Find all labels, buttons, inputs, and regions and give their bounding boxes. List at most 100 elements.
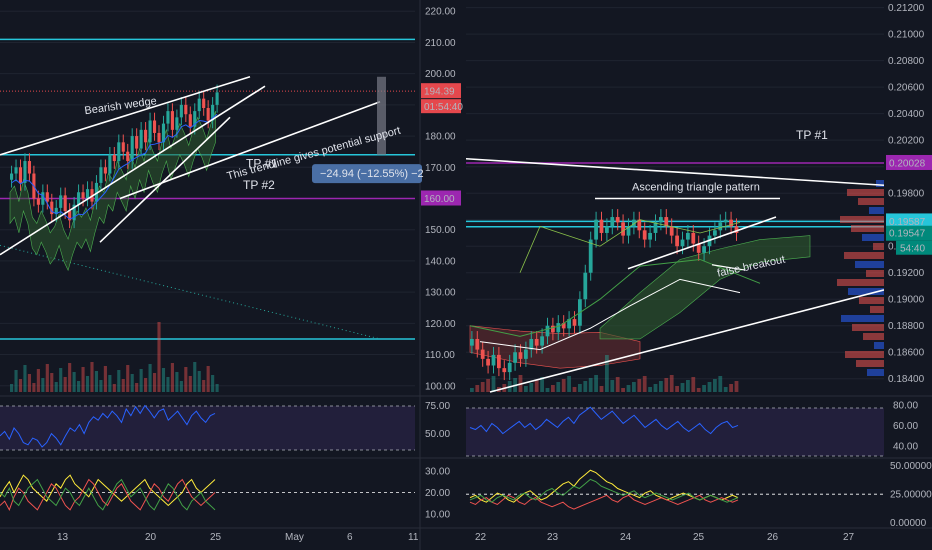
volume-profile-bar [852, 324, 884, 331]
volume-profile-bar [844, 252, 884, 259]
volume-bar [486, 379, 490, 392]
candle-body [723, 219, 728, 223]
volume-bar [696, 388, 701, 392]
x-tick-label: 26 [767, 532, 779, 543]
cyan-price-label-2: 0.19547 [889, 229, 926, 240]
candle-body [615, 217, 620, 223]
volume-bar [578, 384, 582, 392]
candle-body [626, 226, 631, 236]
volume-bar [18, 379, 23, 392]
candle-body [653, 222, 658, 233]
candle-body [718, 222, 723, 231]
candle-body [144, 129, 148, 143]
candle-body [486, 358, 490, 366]
volume-bar [32, 383, 36, 392]
level-160-label: 160.00 [424, 194, 455, 205]
volume-bar [63, 377, 67, 392]
volume-bar [718, 376, 723, 392]
volume-profile-bar [841, 315, 884, 322]
volume-bar [551, 385, 555, 392]
volume-bar [170, 363, 174, 392]
candle-body [81, 192, 85, 199]
volume-bar [112, 384, 116, 392]
candle-body [605, 226, 609, 233]
volume-bar [179, 381, 183, 392]
candle-body [184, 104, 188, 115]
volume-bar [524, 386, 528, 392]
volume-bar [599, 386, 604, 392]
rsi-tick-label: 40.00 [893, 441, 918, 452]
candle-body [103, 167, 107, 174]
cyan-price-badge-1 [886, 213, 932, 229]
measure-box [377, 76, 386, 155]
volume-profile-bar [855, 261, 884, 268]
volume-bar [723, 387, 728, 392]
volume-bar [72, 372, 76, 392]
volume-bar [556, 382, 561, 392]
dmi-tick-label: 30.00 [425, 466, 450, 477]
candle-body [713, 230, 717, 236]
volume-bar [534, 380, 539, 392]
y-tick-label: 0.21200 [888, 3, 925, 14]
candle-body [130, 136, 134, 162]
y-tick-label: 0.19200 [888, 268, 925, 279]
y-tick-label: 0.20400 [888, 109, 925, 120]
volume-bar [491, 376, 496, 392]
candle-body [572, 319, 577, 326]
left-chart-pane[interactable] [0, 38, 415, 512]
volume-bar [664, 378, 669, 392]
candle-body [691, 232, 696, 244]
volume-bar [561, 379, 566, 392]
x-tick-label: 6 [347, 532, 353, 543]
volume-bar [121, 379, 125, 392]
volume-bar [734, 381, 739, 392]
y-tick-label: 0.18600 [888, 348, 925, 359]
volume-bar [637, 379, 642, 392]
candle-body [197, 98, 201, 112]
candle-body [556, 323, 561, 333]
candle-body [179, 104, 183, 118]
x-tick-label: 27 [843, 532, 855, 543]
x-tick-label: 24 [620, 532, 632, 543]
volume-bar [59, 368, 63, 392]
candle-body [94, 182, 99, 202]
volume-bar [81, 367, 85, 392]
volume-bar [470, 388, 474, 392]
volume-bar [94, 371, 99, 392]
y-tick-label: 0.18400 [888, 374, 925, 385]
candle-body [729, 219, 733, 227]
volume-bar [659, 381, 663, 392]
volume-bar [193, 362, 197, 392]
y-tick-label: 0.20800 [888, 56, 925, 67]
candle-body [680, 239, 685, 247]
volume-bar [648, 387, 652, 392]
volume-bar [713, 379, 717, 392]
volume-bar [211, 375, 215, 392]
volume-profile-bar [840, 216, 884, 223]
candle-body [561, 323, 566, 329]
candle-body [491, 354, 496, 366]
candle-body [637, 219, 642, 231]
measure-label: −24.94 (−12.55%) −2 [320, 168, 424, 180]
volume-bar [206, 366, 210, 392]
volume-bar [615, 377, 620, 392]
y-tick-label: 0.20600 [888, 83, 925, 94]
volume-bar [130, 374, 134, 392]
right-chart-pane[interactable] [466, 157, 884, 510]
volume-bar [135, 383, 139, 392]
timer-badge [421, 99, 461, 114]
candle-body [148, 120, 152, 143]
volume-profile-bar [863, 333, 884, 340]
candle-body [112, 154, 116, 162]
volume-bar [27, 374, 31, 392]
volume-bar [215, 384, 219, 392]
volume-bar [583, 381, 588, 392]
volume-bar [594, 375, 598, 392]
candle-body [529, 338, 534, 350]
volume-bar [10, 384, 14, 392]
volume-bar [90, 362, 94, 392]
volume-bar [45, 364, 49, 392]
volume-bar [675, 386, 679, 392]
candle-body [23, 161, 27, 183]
support-trendline-extension [119, 101, 381, 200]
